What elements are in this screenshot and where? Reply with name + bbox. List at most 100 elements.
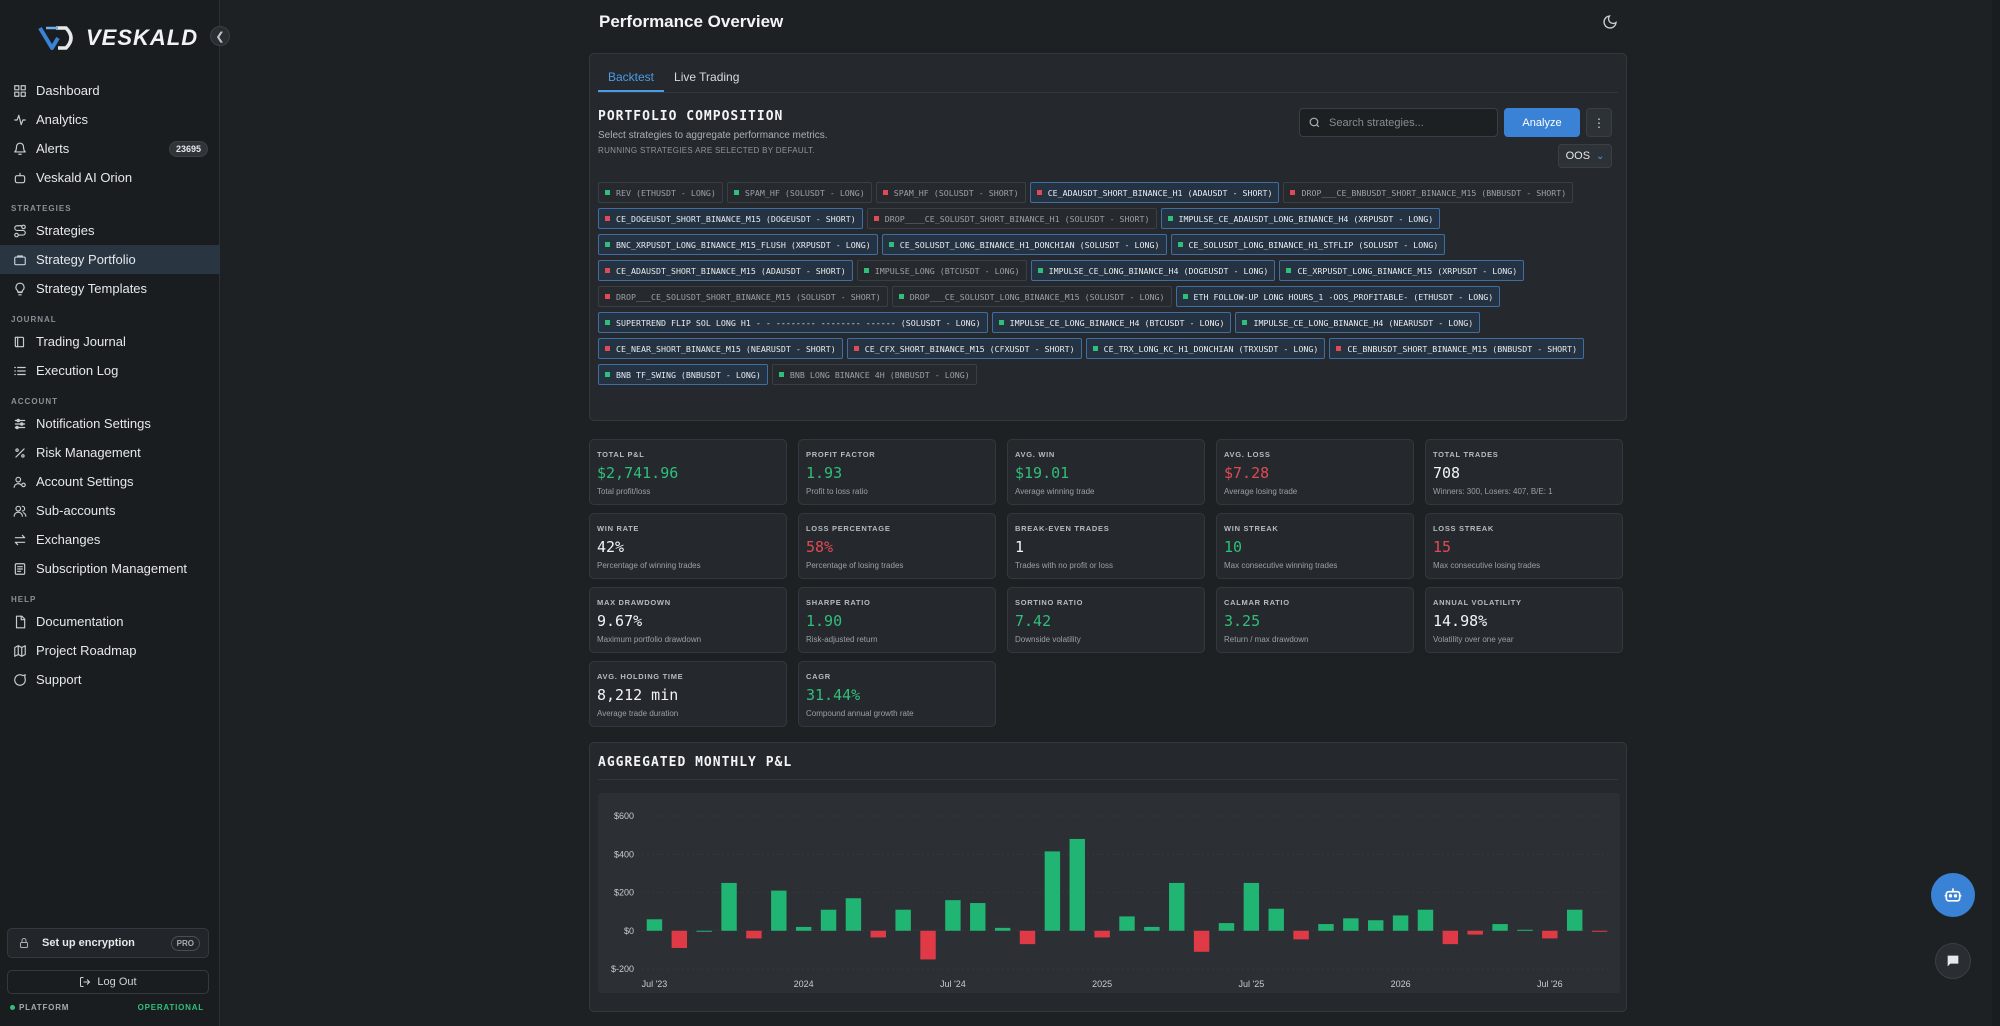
- sidebar-item-trading-journal[interactable]: Trading Journal: [0, 327, 220, 356]
- collapse-sidebar-button[interactable]: ❮: [210, 26, 230, 46]
- strategy-chip[interactable]: DROP____CE_SOLUSDT_SHORT_BINANCE_H1 (SOL…: [866, 208, 1157, 229]
- strategy-chip[interactable]: SPAM_HF (SOLUSDT - LONG): [726, 182, 872, 203]
- strategy-chip[interactable]: CE_NEAR_SHORT_BINANCE_M15 (NEARUSDT - SH…: [598, 338, 843, 359]
- pnl-bar[interactable]: [646, 919, 663, 931]
- pnl-bar[interactable]: [1268, 908, 1284, 931]
- strategy-chip[interactable]: CE_DOGEUSDT_SHORT_BINANCE_M15 (DOGEUSDT …: [598, 208, 863, 229]
- receipt-icon: [13, 562, 27, 576]
- strategy-chip[interactable]: DROP___CE_BNBUSDT_SHORT_BINANCE_M15 (BNB…: [1283, 182, 1574, 203]
- pnl-bar[interactable]: [746, 930, 762, 939]
- sidebar-item-execution-log[interactable]: Execution Log: [0, 356, 220, 385]
- pnl-bar[interactable]: [795, 926, 812, 931]
- sidebar-item-documentation[interactable]: Documentation: [0, 607, 220, 636]
- pnl-bar[interactable]: [1119, 916, 1135, 931]
- pnl-bar[interactable]: [696, 930, 712, 932]
- search-input[interactable]: [1329, 116, 1489, 129]
- sidebar-item-analytics[interactable]: Analytics: [0, 105, 220, 134]
- sidebar-item-veskald-ai-orion[interactable]: Veskald AI Orion: [0, 163, 220, 192]
- sidebar-item-strategy-templates[interactable]: Strategy Templates: [0, 274, 220, 303]
- strategy-chip[interactable]: BNB LONG BINANCE 4H (BNBUSDT - LONG): [771, 364, 977, 385]
- strategy-chip[interactable]: IMPULSE_CE_ADAUSDT_LONG_BINANCE_H4 (XRPU…: [1160, 208, 1441, 229]
- pnl-bar[interactable]: [721, 882, 737, 931]
- sidebar-item-account-settings[interactable]: Account Settings: [0, 467, 220, 496]
- strategy-chip[interactable]: IMPULSE_LONG (BTCUSDT - LONG): [856, 260, 1027, 281]
- tab-backtest[interactable]: Backtest: [598, 62, 665, 92]
- sidebar-item-strategies[interactable]: Strategies: [0, 216, 220, 245]
- strategy-chip[interactable]: CE_ADAUSDT_SHORT_BINANCE_M15 (ADAUSDT - …: [598, 260, 853, 281]
- pnl-bar[interactable]: [1293, 930, 1309, 940]
- strategy-chip[interactable]: IMPULSE_CE_LONG_BINANCE_H4 (BTCUSDT - LO…: [991, 312, 1232, 333]
- sample-select[interactable]: OOS ⌄: [1558, 144, 1612, 168]
- pnl-bar[interactable]: [920, 930, 936, 960]
- pnl-bar[interactable]: [1368, 920, 1384, 931]
- moon-icon[interactable]: [1602, 14, 1618, 30]
- pnl-bar[interactable]: [1517, 929, 1533, 931]
- sidebar-item-subscription-management[interactable]: Subscription Management: [0, 554, 220, 583]
- pnl-bar[interactable]: [1144, 926, 1160, 931]
- pnl-bar[interactable]: [1442, 930, 1459, 945]
- strategy-chip[interactable]: SPAM_HF (SOLUSDT - SHORT): [875, 182, 1026, 203]
- pnl-bar[interactable]: [1044, 851, 1061, 931]
- page-scrollbar[interactable]: [1992, 0, 2000, 1026]
- more-options-button[interactable]: ⋮: [1586, 108, 1612, 137]
- strategy-search[interactable]: [1299, 108, 1498, 137]
- strategy-chip[interactable]: IMPULSE_CE_LONG_BINANCE_H4 (NEARUSDT - L…: [1235, 312, 1481, 333]
- pnl-bar[interactable]: [1566, 909, 1583, 931]
- strategy-chip[interactable]: DROP___CE_SOLUSDT_LONG_BINANCE_M15 (SOLU…: [891, 286, 1172, 307]
- strategy-chip[interactable]: CE_CFX_SHORT_BINANCE_M15 (CFXUSDT - SHOR…: [846, 338, 1082, 359]
- ai-assistant-button[interactable]: [1931, 873, 1975, 917]
- pnl-bar[interactable]: [1392, 915, 1409, 931]
- sidebar-item-risk-management[interactable]: Risk Management: [0, 438, 220, 467]
- analyze-button[interactable]: Analyze: [1504, 108, 1580, 137]
- pnl-bar[interactable]: [1467, 930, 1483, 935]
- pnl-bar[interactable]: [1193, 930, 1210, 952]
- sidebar-item-alerts[interactable]: Alerts 23695: [0, 134, 220, 163]
- pnl-bar[interactable]: [970, 903, 986, 931]
- pnl-bar[interactable]: [870, 930, 886, 938]
- pnl-bar[interactable]: [1169, 882, 1185, 931]
- pnl-bar[interactable]: [1218, 923, 1235, 931]
- strategy-chip[interactable]: CE_ADAUSDT_SHORT_BINANCE_H1 (ADAUSDT - S…: [1029, 182, 1280, 203]
- sidebar-item-dashboard[interactable]: Dashboard: [0, 76, 220, 105]
- strategy-chip[interactable]: CE_SOLUSDT_LONG_BINANCE_H1_DONCHIAN (SOL…: [881, 234, 1167, 255]
- strategy-chip[interactable]: REV (ETHUSDT - LONG): [598, 182, 723, 203]
- strategy-chip[interactable]: CE_BNBUSDT_SHORT_BINANCE_M15 (BNBUSDT - …: [1329, 338, 1585, 359]
- strategy-chip[interactable]: CE_TRX_LONG_KC_H1_DONCHIAN (TRXUSDT - LO…: [1085, 338, 1326, 359]
- pnl-bar[interactable]: [1542, 930, 1558, 939]
- sidebar-item-notification-settings[interactable]: Notification Settings: [0, 409, 220, 438]
- strategy-chip[interactable]: DROP___CE_SOLUSDT_SHORT_BINANCE_M15 (SOL…: [598, 286, 888, 307]
- strategy-chip[interactable]: SUPERTREND FLIP SOL LONG H1 - - --------…: [598, 312, 988, 333]
- pnl-bar[interactable]: [1318, 924, 1334, 931]
- pnl-bar[interactable]: [671, 930, 688, 948]
- pnl-bar[interactable]: [1243, 882, 1260, 931]
- pnl-bar[interactable]: [820, 909, 837, 931]
- pnl-bar[interactable]: [1417, 909, 1434, 931]
- tab-live-trading[interactable]: Live Trading: [674, 70, 740, 84]
- strategy-chip[interactable]: IMPULSE_CE_LONG_BINANCE_H4 (DOGEUSDT - L…: [1030, 260, 1276, 281]
- pnl-bar[interactable]: [771, 890, 787, 931]
- strategy-chip[interactable]: ETH FOLLOW-UP LONG HOURS_1 -OOS_PROFITAB…: [1175, 286, 1501, 307]
- chat-button[interactable]: [1935, 943, 1971, 979]
- pnl-bar[interactable]: [994, 927, 1011, 931]
- strategy-chip[interactable]: CE_SOLUSDT_LONG_BINANCE_H1_STFLIP (SOLUS…: [1170, 234, 1446, 255]
- sidebar-item-strategy-portfolio[interactable]: Strategy Portfolio: [0, 245, 220, 274]
- sidebar-item-support[interactable]: Support: [0, 665, 220, 694]
- pnl-bar[interactable]: [1591, 930, 1608, 932]
- brand-logo[interactable]: VESKALD: [38, 24, 198, 52]
- pnl-bar[interactable]: [1343, 918, 1359, 931]
- pnl-bar[interactable]: [1094, 930, 1110, 938]
- pnl-bar[interactable]: [945, 900, 961, 931]
- sidebar-item-exchanges[interactable]: Exchanges: [0, 525, 220, 554]
- pnl-bar[interactable]: [1019, 930, 1036, 945]
- setup-encryption-button[interactable]: Set up encryption PRO: [7, 928, 209, 958]
- pnl-bar[interactable]: [845, 898, 862, 931]
- strategy-chip[interactable]: BNB TF_SWING (BNBUSDT - LONG): [598, 364, 768, 385]
- pnl-bar[interactable]: [1069, 838, 1085, 931]
- sidebar-item-sub-accounts[interactable]: Sub-accounts: [0, 496, 220, 525]
- strategy-chip[interactable]: CE_XRPUSDT_LONG_BINANCE_M15 (XRPUSDT - L…: [1279, 260, 1525, 281]
- pnl-bar[interactable]: [1492, 924, 1508, 931]
- logout-button[interactable]: Log Out: [7, 970, 209, 994]
- strategy-chip[interactable]: BNC_XRPUSDT_LONG_BINANCE_M15_FLUSH (XRPU…: [598, 234, 878, 255]
- pnl-bar[interactable]: [895, 909, 911, 931]
- sidebar-item-project-roadmap[interactable]: Project Roadmap: [0, 636, 220, 665]
